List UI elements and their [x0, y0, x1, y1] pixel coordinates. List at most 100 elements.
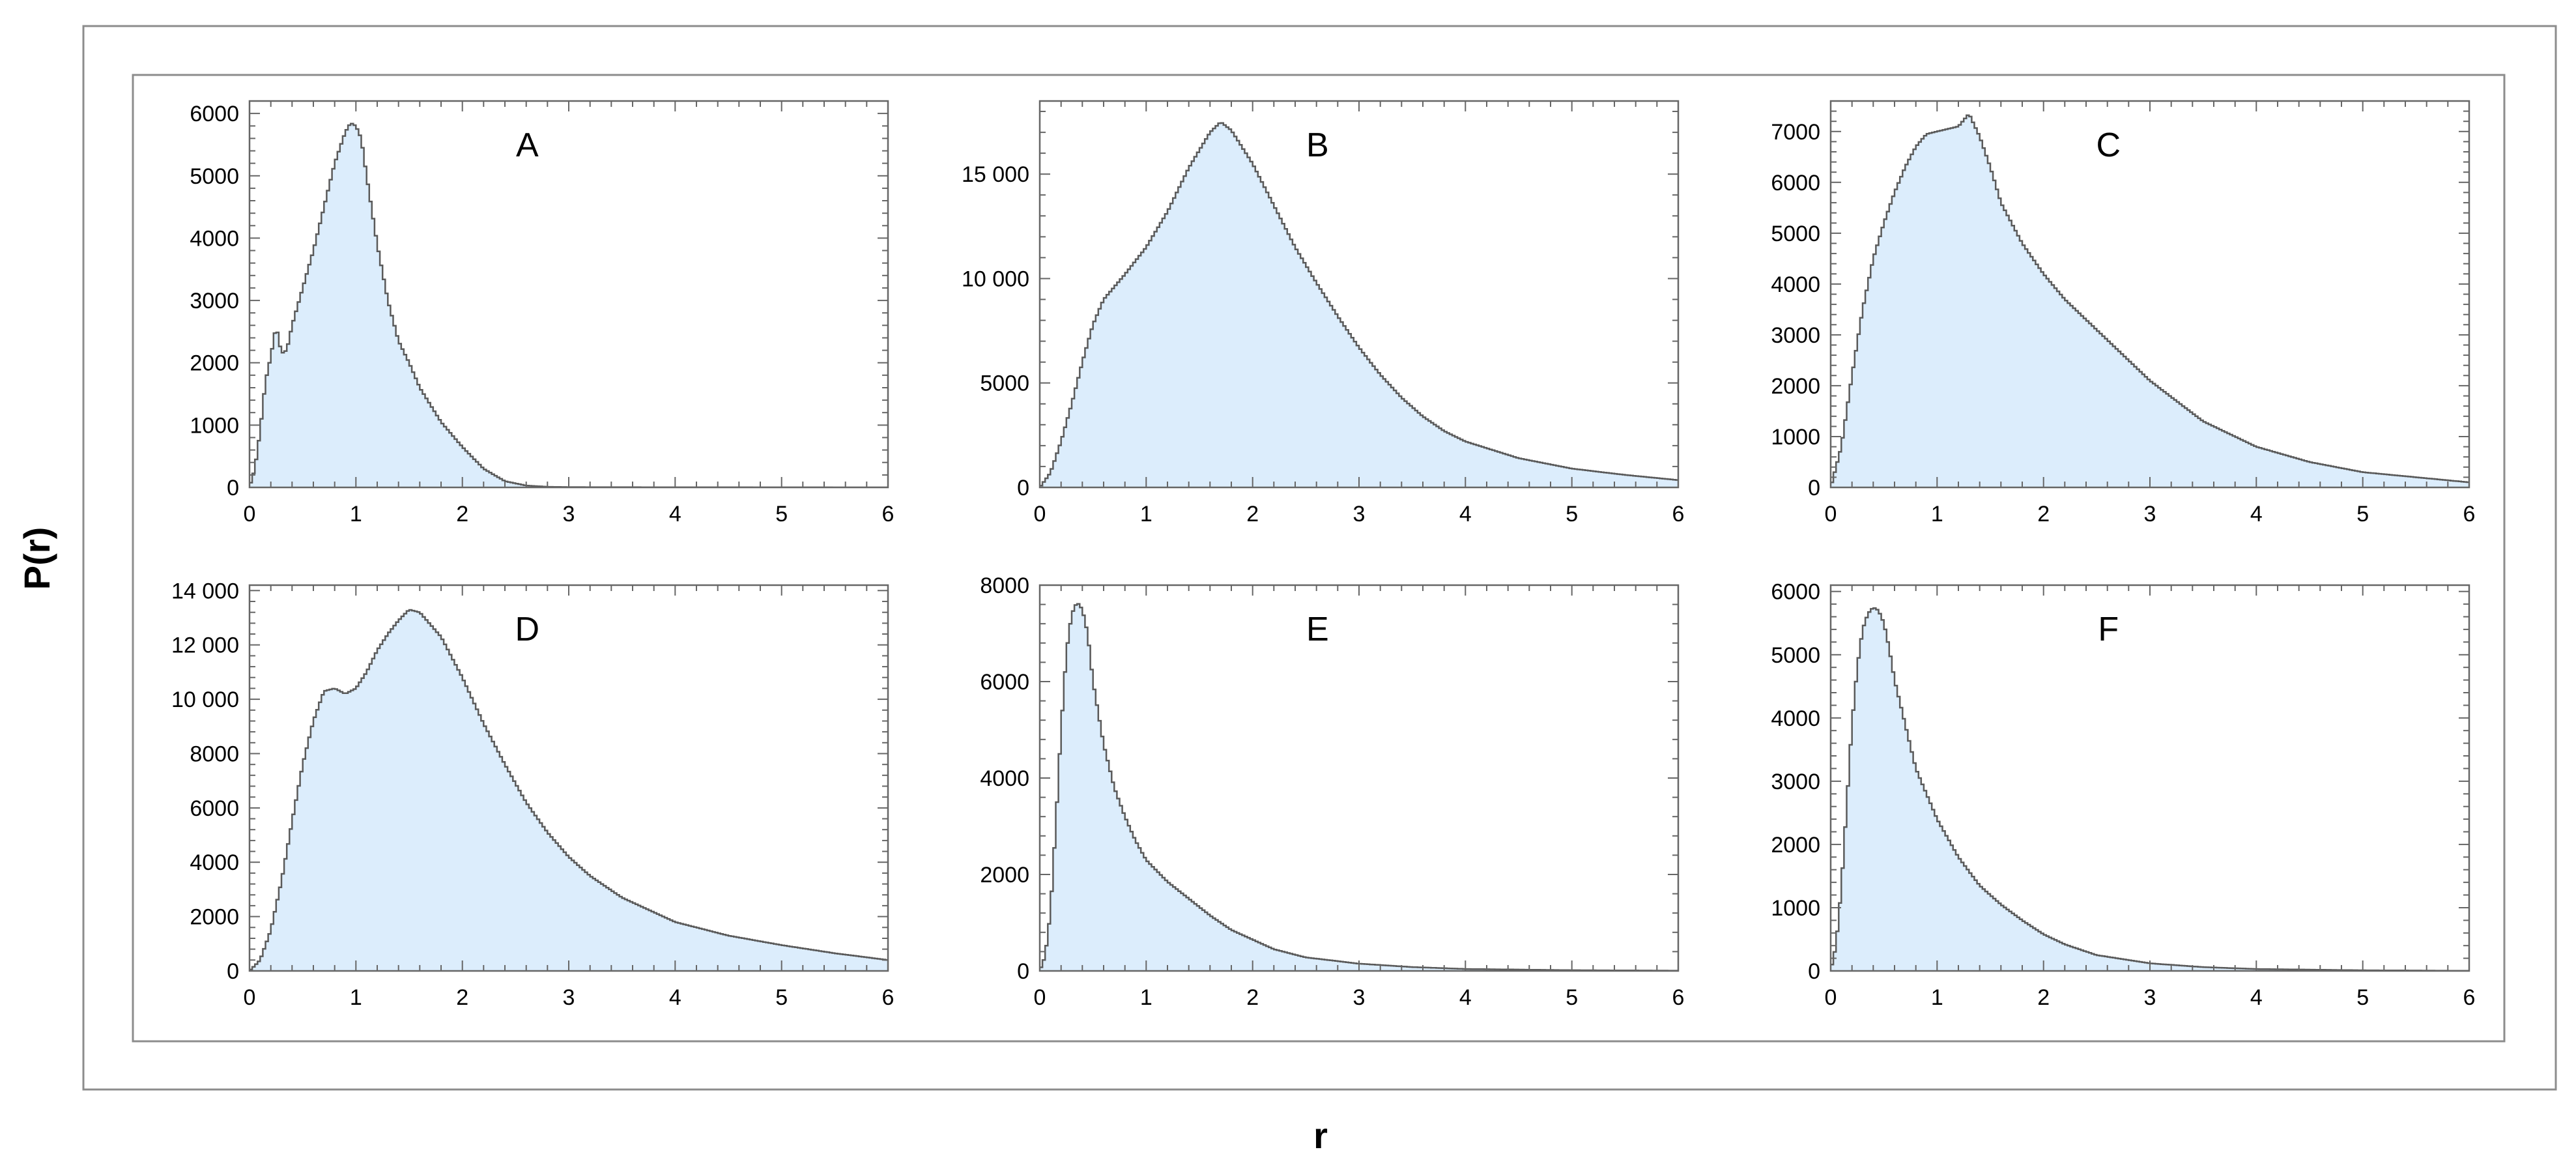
y-tick-label: 0 — [227, 959, 239, 984]
y-tick-label: 2000 — [1771, 374, 1820, 399]
y-tick-label: 4000 — [1771, 272, 1820, 297]
y-tick-label: 0 — [1017, 959, 1029, 984]
x-axis-title: r — [1313, 1115, 1328, 1156]
x-tick-label: 6 — [882, 985, 894, 1010]
panel-c: 0 1 2 3 4 5 6 0 1000 2000 3000 4000 5000 6000 7000 C — [1771, 100, 2476, 527]
y-tick-label: 6000 — [1771, 171, 1820, 195]
histogram-area — [1831, 115, 2469, 487]
y-axis-title: P(r) — [16, 527, 57, 590]
x-tick-label: 4 — [2250, 502, 2263, 527]
x-tick-label: 3 — [2144, 985, 2156, 1010]
y-tick-label: 4000 — [980, 766, 1029, 791]
x-tick-label: 2 — [456, 985, 468, 1010]
histogram-area — [1040, 603, 1678, 971]
histogram-area — [1040, 123, 1678, 487]
y-tick-label: 8000 — [190, 742, 239, 766]
x-tick-label: 6 — [2463, 502, 2476, 527]
x-tick-label: 6 — [1672, 502, 1685, 527]
panel-label: D — [515, 611, 540, 648]
histogram-outline — [1831, 114, 2469, 483]
y-tick-label: 7000 — [1771, 120, 1820, 145]
y-tick-label: 3000 — [1771, 323, 1820, 348]
x-tick-label: 1 — [350, 985, 362, 1010]
y-tick-label: 14 000 — [171, 579, 239, 603]
x-tick-label: 6 — [1672, 985, 1685, 1010]
panel-f: 0 1 2 3 4 5 6 0 1000 2000 3000 4000 5000 6000 F — [1771, 580, 2475, 1010]
y-tick-label: 1000 — [190, 413, 239, 438]
x-tick-label: 2 — [2037, 502, 2050, 527]
y-tick-label: 5000 — [980, 371, 1029, 396]
x-tick-label: 5 — [2356, 502, 2369, 527]
x-tick-label: 5 — [1566, 985, 1578, 1010]
x-tick-label: 1 — [1140, 985, 1152, 1010]
x-tick-label: 1 — [1140, 502, 1152, 527]
x-tick-label: 4 — [669, 985, 681, 1010]
y-tick-label: 0 — [1808, 476, 1820, 500]
x-tick-label: 2 — [1246, 985, 1259, 1010]
y-tick-label: 2000 — [190, 905, 239, 930]
panel-label: E — [1306, 611, 1329, 648]
x-tick-label: 6 — [882, 502, 894, 527]
x-tick-label: 3 — [563, 502, 575, 527]
y-tick-label: 12 000 — [171, 633, 239, 658]
y-tick-label: 0 — [1808, 959, 1820, 984]
x-tick-label: 0 — [244, 502, 256, 527]
x-tick-label: 5 — [775, 985, 788, 1010]
x-tick-label: 1 — [350, 502, 362, 527]
y-tick-label: 3000 — [190, 289, 239, 313]
panel-label: A — [516, 126, 539, 164]
panel-label: B — [1306, 126, 1329, 164]
y-tick-label: 5000 — [1771, 643, 1820, 668]
y-tick-label: 3000 — [1771, 770, 1820, 794]
histogram-area — [250, 123, 888, 487]
y-tick-label: 2000 — [1771, 833, 1820, 858]
histogram-outline — [1040, 122, 1678, 487]
x-tick-label: 3 — [1353, 985, 1366, 1010]
x-tick-label: 0 — [244, 985, 256, 1010]
x-tick-label: 3 — [2144, 502, 2156, 527]
x-tick-label: 0 — [1825, 985, 1837, 1010]
x-tick-label: 4 — [669, 502, 681, 527]
y-tick-label: 8000 — [980, 573, 1029, 598]
y-tick-label: 4000 — [1771, 706, 1820, 731]
x-tick-label: 4 — [1459, 502, 1472, 527]
y-tick-label: 1000 — [1771, 896, 1820, 921]
x-tick-label: 5 — [2356, 985, 2369, 1010]
y-tick-label: 5000 — [1771, 222, 1820, 246]
inner-frame — [132, 74, 2506, 1043]
y-tick-label: 10 000 — [171, 687, 239, 712]
x-tick-label: 5 — [775, 502, 788, 527]
x-tick-label: 2 — [456, 502, 468, 527]
x-tick-label: 6 — [2463, 985, 2476, 1010]
x-tick-label: 5 — [1566, 502, 1578, 527]
y-tick-label: 15 000 — [962, 162, 1029, 187]
y-tick-label: 6000 — [980, 670, 1029, 695]
x-tick-label: 0 — [1825, 502, 1837, 527]
y-tick-label: 10 000 — [962, 267, 1029, 291]
panel-b: 0 1 2 3 4 5 6 0 5000 10 000 15 000 B — [962, 100, 1685, 527]
x-tick-label: 3 — [1353, 502, 1366, 527]
panel-e: 0 1 2 3 4 5 6 0 2000 4000 6000 8000 E — [980, 573, 1684, 1010]
panel-label: C — [2097, 126, 2121, 164]
x-tick-label: 4 — [2250, 985, 2263, 1010]
y-tick-label: 0 — [227, 476, 239, 500]
panel-d: 0 1 2 3 4 5 6 0 2000 4000 6000 8000 10 000 12 000 14 0… — [171, 579, 894, 1010]
histogram-area — [250, 610, 888, 971]
x-tick-label: 3 — [563, 985, 575, 1010]
x-tick-label: 1 — [1931, 985, 1943, 1010]
x-tick-label: 0 — [1034, 985, 1046, 1010]
x-tick-label: 4 — [1459, 985, 1472, 1010]
outer-frame — [82, 25, 2557, 1091]
y-tick-label: 4000 — [190, 226, 239, 251]
x-tick-label: 2 — [1246, 502, 1259, 527]
y-tick-label: 5000 — [190, 164, 239, 189]
x-tick-label: 0 — [1034, 502, 1046, 527]
x-tick-label: 2 — [2037, 985, 2050, 1010]
histogram-area — [1831, 608, 2469, 971]
y-tick-label: 6000 — [1771, 580, 1820, 605]
panel-a: 0 1 2 3 4 5 6 0 1000 2000 3000 4000 5000 6000 A — [190, 100, 894, 527]
y-tick-label: 6000 — [190, 796, 239, 821]
histogram-outline — [250, 609, 888, 971]
